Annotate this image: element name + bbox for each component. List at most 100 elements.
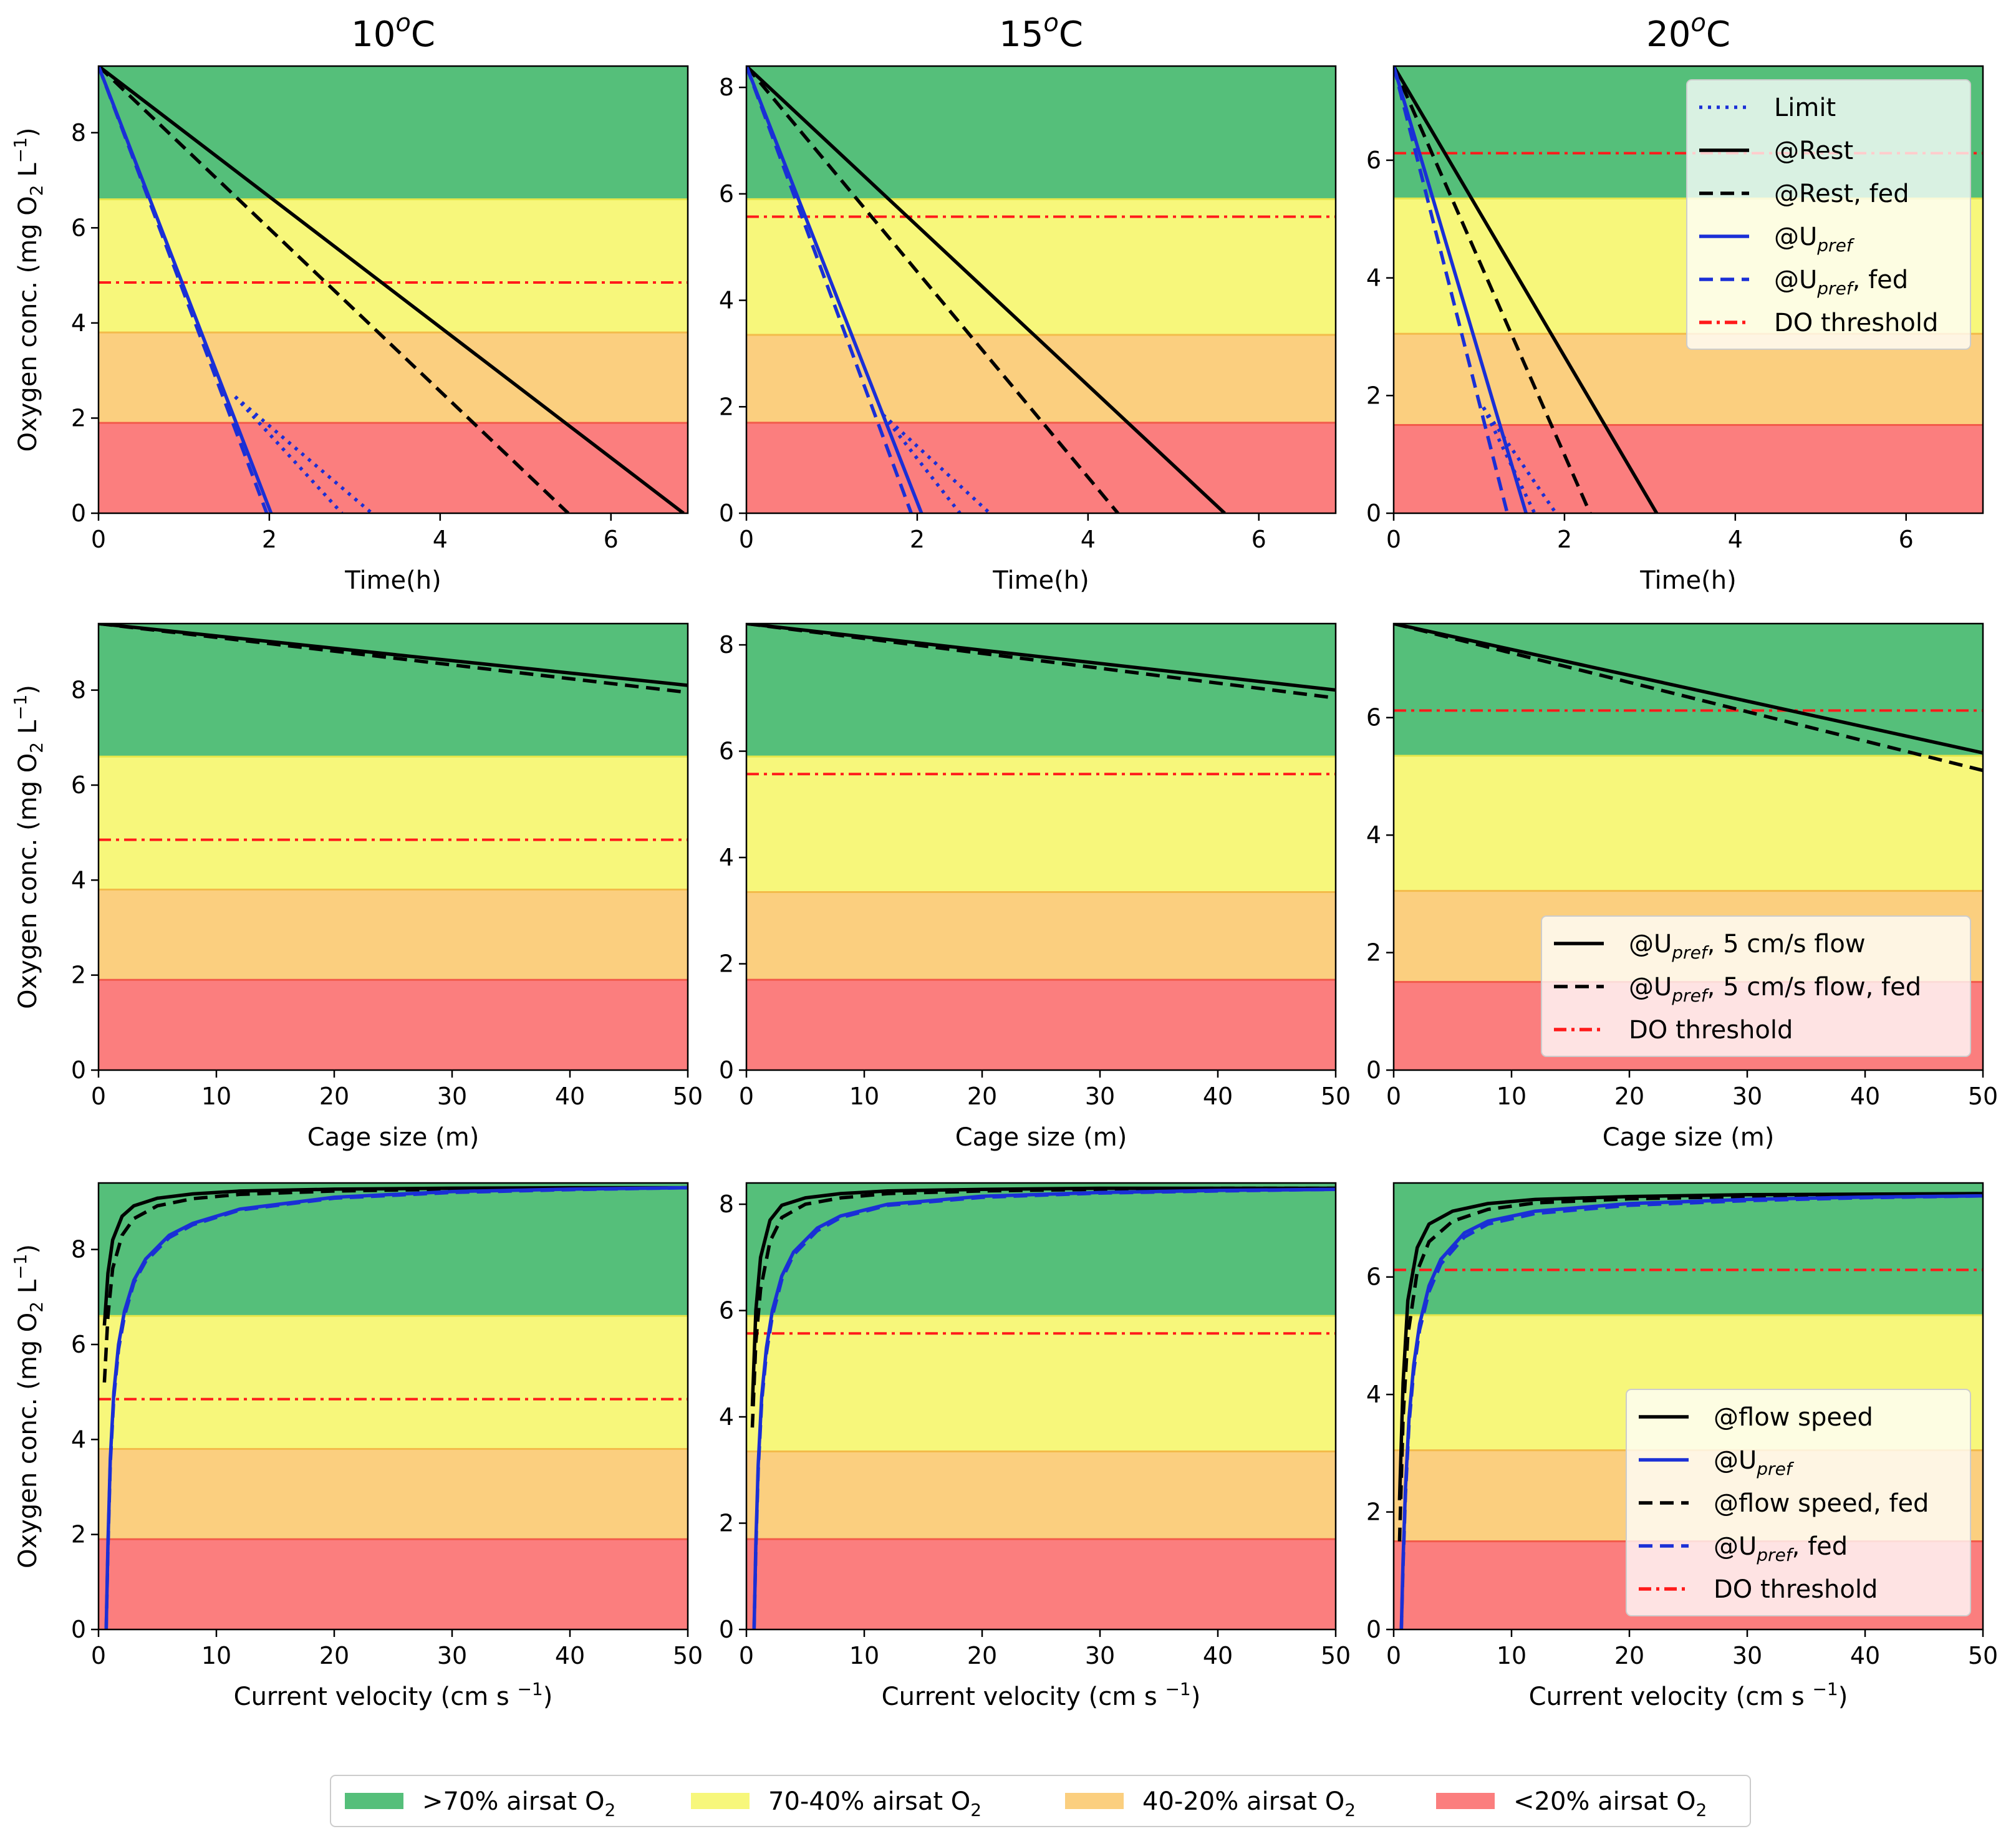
x-tick-label: 50 [1321, 1083, 1351, 1110]
x-tick-label: 30 [1732, 1083, 1762, 1110]
y-tick-label: 4 [1366, 264, 1381, 292]
x-tick-label: 20 [967, 1642, 997, 1669]
x-axis-label: Time(h) [992, 566, 1089, 595]
axes-frame [745, 622, 1337, 1071]
series-line [102, 1185, 688, 1383]
band-red [746, 980, 1336, 1070]
x-tick-label: 40 [1203, 1083, 1233, 1110]
y-tick-label: 4 [719, 287, 734, 314]
series-line [746, 66, 1119, 513]
series-group [102, 1185, 688, 1629]
x-axis-label: Current velocity (cm s −1) [1529, 1679, 1848, 1711]
band-orange [746, 1451, 1336, 1540]
series-group [750, 1186, 1336, 1629]
legend-label: @Upref, 5 cm/s flow [1629, 930, 1866, 963]
series-line [1482, 407, 1536, 513]
column-title: 10oC [351, 9, 435, 55]
band-green [99, 624, 688, 757]
panel-legend: @Upref, 5 cm/s flow @Upref, 5 cm/s flow, … [1541, 915, 1971, 1057]
x-tick-label: 30 [437, 1083, 467, 1110]
panel-r1-c0: 0 10 20 30 40 50 0 2 4 6 8 Cage size (m) Oxygen conc… [10, 622, 703, 1152]
y-tick-label: 2 [71, 404, 86, 432]
series-line [1394, 66, 1592, 513]
y-axis-label: Oxygen conc. (mg O2 L−1) [10, 685, 47, 1009]
x-tick-label: 0 [1386, 1083, 1401, 1110]
y-tick-label: 6 [1366, 147, 1381, 174]
panel-r0-c1: 0 2 4 6 0 2 4 6 8 Time(h) [719, 65, 1337, 595]
band-green [746, 1183, 1336, 1316]
x-tick-label: 40 [555, 1642, 585, 1669]
x-tick-label: 30 [1085, 1083, 1115, 1110]
y-tick-label: 6 [71, 214, 86, 241]
x-tick-label: 2 [910, 526, 925, 553]
x-tick-label: 0 [91, 526, 106, 553]
legend-label: @Upref, fed [1774, 266, 1908, 299]
y-tick-label: 4 [71, 866, 86, 894]
band-red [746, 422, 1336, 513]
series-line [99, 66, 685, 513]
series-line [1394, 624, 1983, 773]
y-tick-label: 6 [1366, 704, 1381, 731]
x-tick-label: 20 [1614, 1642, 1644, 1669]
x-axis-label: Current velocity (cm s −1) [882, 1679, 1201, 1711]
x-tick-label: 30 [1732, 1642, 1762, 1669]
band-green [1394, 1183, 1983, 1315]
y-tick-label: 0 [719, 1616, 734, 1643]
x-tick-label: 40 [1850, 1642, 1880, 1669]
column-title: 20oC [1646, 9, 1730, 55]
series-line [746, 624, 1336, 692]
y-tick-label: 0 [71, 1616, 86, 1643]
panel-legend: Limit @Rest @Rest, fed @Upref @Upref, fed DO … [1686, 79, 1971, 350]
y-tick-label: 0 [1366, 500, 1381, 527]
band-yellow [746, 756, 1336, 892]
y-tick-label: 4 [719, 1403, 734, 1431]
x-tick-label: 20 [319, 1083, 349, 1110]
y-tick-label: 8 [71, 677, 86, 704]
series-line [234, 395, 374, 513]
band-green [99, 66, 688, 200]
y-axis-label: Oxygen conc. (mg O2 L−1) [10, 1244, 47, 1568]
x-tick-label: 2 [1557, 526, 1572, 553]
axes-frame [745, 65, 1337, 514]
band-yellow [99, 756, 688, 890]
band-yellow [99, 1316, 688, 1449]
x-tick-label: 4 [1728, 526, 1743, 553]
x-tick-label: 50 [673, 1642, 703, 1669]
band-green [746, 66, 1336, 200]
x-tick-label: 30 [1085, 1642, 1115, 1669]
band-orange [746, 335, 1336, 423]
bottom-legend-label: 70-40% airsat O2 [768, 1787, 981, 1820]
y-tick-label: 0 [1366, 1056, 1381, 1084]
y-tick-label: 2 [1366, 939, 1381, 967]
series-line [99, 66, 273, 513]
y-tick-label: 2 [719, 393, 734, 420]
x-tick-label: 40 [555, 1083, 585, 1110]
series-line [1397, 1192, 1983, 1500]
x-tick-label: 4 [1081, 526, 1096, 553]
y-tick-label: 6 [719, 180, 734, 208]
band-orange [746, 892, 1336, 980]
x-tick-label: 0 [91, 1642, 106, 1669]
x-tick-label: 0 [1386, 1642, 1401, 1669]
x-axis-label: Current velocity (cm s −1) [234, 1679, 553, 1711]
panel-r0-c2: 0 2 4 6 0 2 4 6 Time(h) Limit @Rest @Rest, fed @Upre… [1366, 65, 1984, 595]
legend-label: @Rest [1774, 137, 1853, 165]
series-group [1394, 624, 1983, 773]
y-tick-label: 4 [71, 309, 86, 337]
bottom-legend-box [330, 1775, 1751, 1827]
legend-label: Limit [1774, 94, 1836, 122]
series-line [752, 1187, 1336, 1629]
y-tick-label: 4 [1366, 821, 1381, 849]
y-tick-label: 8 [719, 631, 734, 659]
legend-box [1541, 915, 1971, 1057]
x-tick-label: 6 [1252, 526, 1266, 553]
x-tick-label: 10 [201, 1083, 231, 1110]
x-tick-label: 6 [604, 526, 619, 553]
series-group [1394, 66, 1659, 513]
bottom-legend-label: <20% airsat O2 [1513, 1787, 1707, 1820]
panel-r2-c2: 0 10 20 30 40 50 0 2 4 6 Current velocity (cm s −1… [1366, 1182, 1998, 1711]
x-tick-label: 10 [849, 1083, 879, 1110]
y-tick-label: 8 [719, 74, 734, 101]
x-axis-label: Cage size (m) [307, 1123, 480, 1152]
band-yellow [746, 199, 1336, 335]
